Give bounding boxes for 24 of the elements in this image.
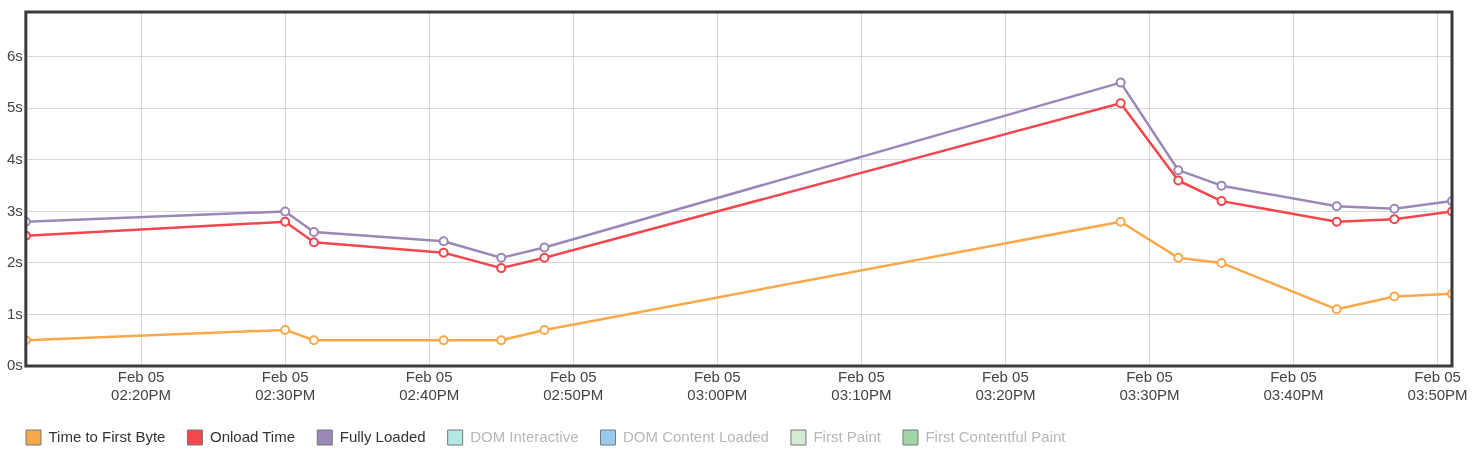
y-tick-label: 3s	[7, 201, 23, 219]
x-tick-label: Feb 05 02:40PM	[399, 368, 460, 404]
legend-label: DOM Content Loaded	[623, 427, 769, 445]
y-tick-label: 5s	[7, 98, 23, 116]
x-tick-label: Feb 05 03:50PM	[1407, 368, 1468, 404]
y-tick-label: 2s	[7, 253, 23, 271]
x-tick-label: Feb 05 03:40PM	[1263, 368, 1324, 404]
legend-label: DOM Interactive	[470, 427, 579, 445]
legend-label: Fully Loaded	[339, 427, 426, 445]
legend-label: Time to First Byte	[48, 427, 166, 445]
y-tick-label: 1s	[7, 304, 23, 322]
x-tick-label: Feb 05 02:20PM	[111, 368, 172, 404]
legend-label: First Paint	[813, 427, 882, 445]
x-tick-label: Feb 05 02:50PM	[543, 368, 604, 404]
x-tick-label: Feb 05 02:30PM	[255, 368, 316, 404]
legend-label: First Contentful Paint	[925, 427, 1067, 445]
x-tick-label: Feb 05 03:30PM	[1119, 368, 1180, 404]
x-tick-label: Feb 05 03:00PM	[687, 368, 748, 404]
legend-label: Onload Time	[209, 427, 296, 445]
x-tick-label: Feb 05 03:10PM	[831, 368, 892, 404]
y-tick-label: 0s	[7, 356, 23, 374]
y-tick-label: 6s	[7, 46, 23, 64]
x-tick-label: Feb 05 03:20PM	[975, 368, 1036, 404]
y-tick-label: 4s	[7, 150, 23, 168]
